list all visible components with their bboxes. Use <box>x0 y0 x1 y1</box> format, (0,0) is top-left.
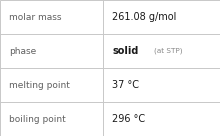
Text: melting point: melting point <box>9 81 70 89</box>
Text: (at STP): (at STP) <box>154 48 183 54</box>
Text: molar mass: molar mass <box>9 13 61 21</box>
Text: solid: solid <box>112 46 139 56</box>
Text: phase: phase <box>9 47 36 55</box>
Text: 261.08 g/mol: 261.08 g/mol <box>112 12 177 22</box>
Text: 296 °C: 296 °C <box>112 114 145 124</box>
Text: 37 °C: 37 °C <box>112 80 139 90</box>
Text: boiling point: boiling point <box>9 115 66 123</box>
